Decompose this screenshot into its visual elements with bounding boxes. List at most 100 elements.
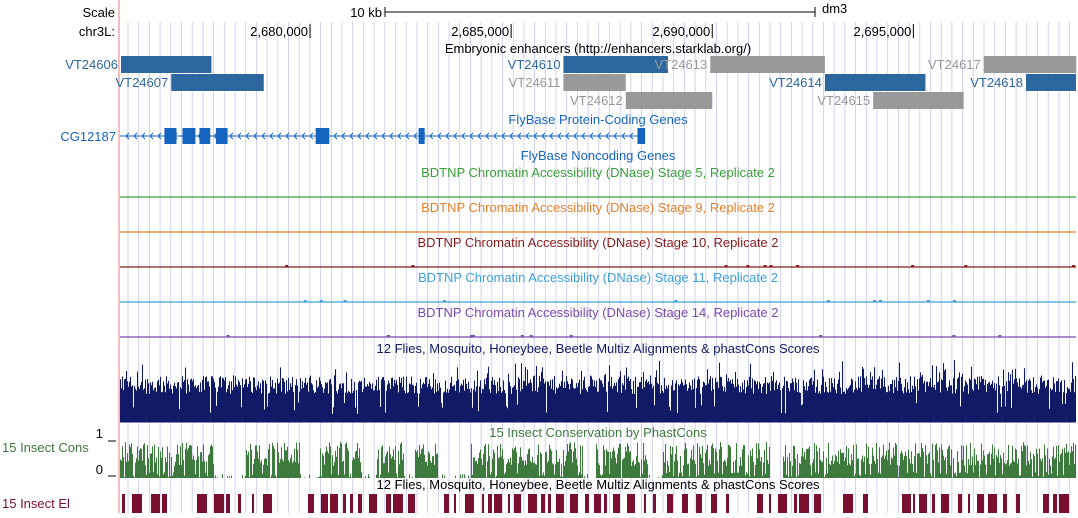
- insect-element-bar: [627, 494, 635, 513]
- insect-element-bar: [653, 494, 656, 513]
- strand-arrow: [237, 132, 242, 140]
- gene-exon[interactable]: [637, 128, 646, 144]
- dnase-track[interactable]: BDTNP Chromatin Accessibility (DNase) St…: [120, 270, 1076, 303]
- strand-arrow: [525, 132, 530, 140]
- ruler-tick-label: 2,685,000: [451, 24, 509, 39]
- flybase-protein-coding-track[interactable]: FlyBase Protein-Coding Genes CG12187: [60, 112, 688, 144]
- gene-exon[interactable]: [182, 128, 196, 144]
- dnase-track[interactable]: BDTNP Chromatin Accessibility (DNase) St…: [120, 165, 1076, 198]
- enhancer-bar[interactable]: [563, 56, 669, 73]
- base-position-ruler[interactable]: Scale chr3L: 10 kb dm3 2,680,000 2,685,00…: [79, 1, 914, 39]
- enhancer-item[interactable]: VT24615: [817, 92, 964, 109]
- strand-arrow: [253, 132, 258, 140]
- enhancer-item[interactable]: VT24613: [654, 56, 825, 73]
- enhancer-item[interactable]: VT24610: [508, 56, 669, 73]
- strand-arrow: [621, 132, 626, 140]
- enhancer-label[interactable]: VT24618: [970, 75, 1023, 90]
- strand-arrow: [261, 132, 266, 140]
- enhancer-item[interactable]: VT24612: [570, 92, 713, 109]
- gene-exon[interactable]: [164, 128, 177, 144]
- gene-exon[interactable]: [418, 128, 425, 144]
- dnase-tracks[interactable]: BDTNP Chromatin Accessibility (DNase) St…: [120, 165, 1076, 338]
- enhancer-bar[interactable]: [824, 74, 926, 91]
- strand-arrow: [157, 132, 162, 140]
- enhancer-item[interactable]: VT24614: [769, 74, 926, 91]
- gene-exon[interactable]: [215, 128, 228, 144]
- insect-cons-track[interactable]: 15 Insect Conservation by PhastCons 15 I…: [2, 425, 1077, 478]
- strand-arrow: [437, 132, 442, 140]
- insect-elements-track[interactable]: 12 Flies, Mosquito, Honeybee, Beetle Mul…: [2, 477, 1069, 513]
- insect-elements-side-label[interactable]: 15 Insect El: [2, 496, 70, 511]
- enhancer-items[interactable]: VT24606 VT24607 VT24610 VT24611 VT24612 VT246…: [65, 56, 1077, 109]
- enhancer-item[interactable]: VT24617: [928, 56, 1077, 73]
- enhancer-bar[interactable]: [1026, 74, 1076, 91]
- strand-arrow: [453, 132, 458, 140]
- dnase-track-title: BDTNP Chromatin Accessibility (DNase) St…: [421, 200, 775, 215]
- enhancer-label[interactable]: VT24607: [115, 75, 168, 90]
- insect-element-bar: [122, 494, 125, 513]
- gene-model-cg12187[interactable]: [120, 128, 646, 144]
- insect-element-bar: [814, 494, 821, 513]
- insect-element-bar: [548, 494, 551, 513]
- gene-name-label[interactable]: CG12187: [60, 129, 116, 144]
- insect-element-bar: [444, 494, 449, 513]
- enhancer-bar[interactable]: [710, 56, 825, 73]
- gene-exon[interactable]: [199, 128, 211, 144]
- enhancer-bar[interactable]: [625, 92, 713, 109]
- enhancer-bar[interactable]: [873, 92, 964, 109]
- dnase-track[interactable]: BDTNP Chromatin Accessibility (DNase) St…: [120, 200, 1076, 233]
- dnase-track[interactable]: BDTNP Chromatin Accessibility (DNase) St…: [120, 235, 1076, 268]
- dnase-peak: [469, 335, 473, 337]
- enhancer-label[interactable]: VT24614: [769, 75, 822, 90]
- enhancer-item[interactable]: VT24606: [65, 56, 212, 73]
- enhancer-label[interactable]: VT24610: [508, 57, 561, 72]
- enhancer-label[interactable]: VT24612: [570, 93, 623, 108]
- strand-arrow: [341, 132, 346, 140]
- enhancer-bar[interactable]: [563, 74, 626, 91]
- dnase-peak: [520, 335, 524, 337]
- enhancer-label[interactable]: VT24613: [654, 57, 707, 72]
- insect-cons-side-label[interactable]: 15 Insect Cons: [2, 440, 89, 455]
- enhancer-bar[interactable]: [171, 74, 264, 91]
- dnase-peak: [926, 300, 930, 302]
- gene-exon[interactable]: [315, 128, 330, 144]
- noncoding-track-title: FlyBase Noncoding Genes: [521, 148, 676, 163]
- dnase-track-title: BDTNP Chromatin Accessibility (DNase) St…: [417, 235, 778, 250]
- enhancer-label[interactable]: VT24617: [928, 57, 981, 72]
- dnase-peak: [387, 335, 391, 337]
- enhancer-bar[interactable]: [120, 56, 212, 73]
- insect-cons-bars: [119, 442, 1077, 478]
- protein-coding-track-title: FlyBase Protein-Coding Genes: [508, 112, 688, 127]
- insect-element-bar: [863, 494, 868, 513]
- insect-element-bar: [941, 494, 949, 513]
- insect-element-bar: [488, 494, 492, 513]
- strand-arrow: [397, 132, 402, 140]
- enhancer-label[interactable]: VT24606: [65, 57, 118, 72]
- strand-arrow: [269, 132, 274, 140]
- ruler-tick-label: 2,695,000: [854, 24, 912, 39]
- strand-arrow: [373, 132, 378, 140]
- insect-element-bar: [757, 494, 763, 513]
- enhancer-item[interactable]: VT24618: [970, 74, 1076, 91]
- insect-element-bar: [769, 494, 771, 513]
- enhancer-item[interactable]: VT24611: [509, 74, 626, 91]
- insect-element-bar: [330, 494, 338, 513]
- enhancer-label[interactable]: VT24615: [817, 93, 870, 108]
- insect-cons-track-title: 15 Insect Conservation by PhastCons: [489, 425, 707, 440]
- insect-element-bar: [843, 494, 853, 513]
- strand-arrow: [581, 132, 586, 140]
- dnase-track[interactable]: BDTNP Chromatin Accessibility (DNase) St…: [120, 305, 1076, 338]
- insect-element-bar: [570, 494, 578, 513]
- enhancer-item[interactable]: VT24607: [115, 74, 264, 91]
- enhancers-track[interactable]: Embryonic enhancers (http://enhancers.st…: [65, 41, 1077, 109]
- multiz-track[interactable]: 12 Flies, Mosquito, Honeybee, Beetle Mul…: [119, 341, 1077, 423]
- enhancer-bar[interactable]: [983, 56, 1077, 73]
- strand-arrow: [149, 132, 154, 140]
- enhancer-label[interactable]: VT24611: [509, 75, 561, 90]
- strand-arrow: [629, 132, 634, 140]
- insect-element-bar: [667, 494, 673, 513]
- strand-arrow: [485, 132, 490, 140]
- insect-element-bar: [556, 494, 564, 513]
